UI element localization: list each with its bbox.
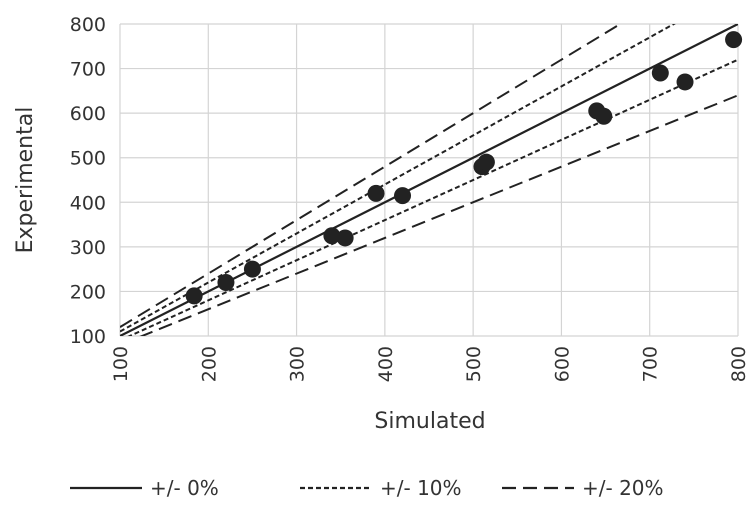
data-point [394,187,412,205]
data-point [336,229,354,247]
y-tick-label: 600 [70,103,106,125]
data-point [595,107,613,125]
x-axis-ticks: 100 200 300 400 500 600 700 800 [110,346,750,382]
legend: +/- 0% +/- 10% +/- 20% [70,476,664,500]
data-point [651,64,669,82]
x-tick-label: 400 [375,346,397,382]
x-axis-title: Simulated [374,409,485,434]
y-tick-label: 300 [70,237,106,259]
reference-line [120,24,623,328]
data-point [725,31,743,49]
y-tick-label: 500 [70,148,106,170]
data-point [185,287,203,305]
y-tick-label: 400 [70,192,106,214]
x-tick-label: 800 [728,346,750,382]
reference-line [120,24,676,333]
y-tick-label: 700 [70,59,106,81]
y-axis-ticks: 100 200 300 400 500 600 700 800 [70,14,106,348]
x-tick-label: 700 [640,346,662,382]
data-point [243,260,261,278]
reference-line [120,24,738,336]
x-tick-label: 200 [198,346,220,382]
data-point [323,227,341,245]
legend-label: +/- 20% [582,476,664,500]
y-axis-title: Experimental [13,107,38,254]
data-point [367,184,385,202]
y-tick-label: 800 [70,14,106,36]
legend-label: +/- 0% [150,476,219,500]
reference-line [127,58,738,336]
data-points [185,31,743,305]
reference-lines [120,24,738,336]
y-tick-label: 200 [70,281,106,303]
x-tick-label: 100 [110,346,132,382]
x-tick-label: 600 [551,346,573,382]
x-tick-label: 300 [287,346,309,382]
grid [119,23,739,337]
data-point [477,153,495,171]
data-point [217,274,235,292]
data-point [676,73,694,91]
legend-label: +/- 10% [380,476,462,500]
y-tick-label: 100 [70,326,106,348]
x-tick-label: 500 [463,346,485,382]
reference-line [139,94,738,336]
